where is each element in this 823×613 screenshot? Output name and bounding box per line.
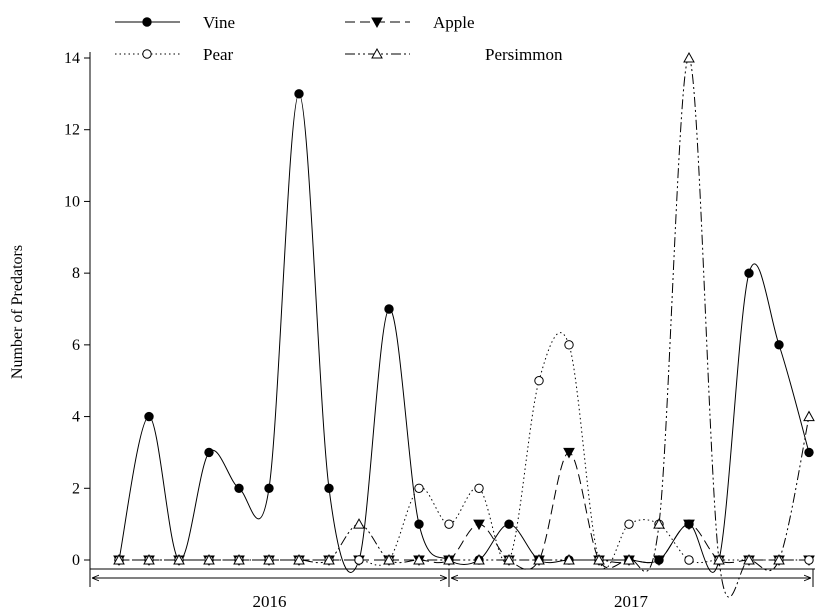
- data-point-persimmon: [323, 553, 335, 565]
- y-axis-label: Number of Predators: [9, 245, 26, 379]
- data-point-persimmon: [353, 518, 365, 529]
- data-point-pear: [804, 555, 814, 565]
- legend-marker-persimmon: [371, 47, 383, 59]
- data-point-apple: [653, 555, 665, 567]
- legend-label-apple: Apple: [433, 13, 475, 32]
- data-point-vine: [294, 89, 304, 99]
- y-tick-label: 8: [72, 265, 80, 282]
- data-point-persimmon: [383, 553, 395, 565]
- data-point-persimmon: [743, 553, 755, 565]
- legend-marker-vine: [142, 17, 152, 27]
- legend-marker-apple: [371, 17, 383, 29]
- data-point-vine: [324, 483, 334, 493]
- data-point-persimmon: [563, 553, 575, 565]
- data-point-persimmon: [233, 553, 245, 565]
- legend-label-persimmon: Persimmon: [485, 45, 563, 64]
- y-tick-label: 14: [64, 50, 80, 67]
- data-point-vine: [504, 519, 514, 529]
- data-point-persimmon: [653, 518, 665, 529]
- period-label: 2017: [614, 592, 649, 611]
- data-point-pear: [474, 483, 484, 493]
- data-point-pear: [624, 519, 634, 529]
- data-point-persimmon: [533, 553, 545, 565]
- y-tick-label: 4: [72, 409, 80, 426]
- series-line-pear: [119, 332, 809, 569]
- period-label: 2016: [253, 592, 287, 611]
- series-line-vine: [118, 93, 810, 573]
- data-point-pear: [564, 340, 574, 350]
- data-point-persimmon: [263, 553, 275, 565]
- data-point-vine: [804, 447, 814, 458]
- data-point-vine: [204, 447, 214, 458]
- data-point-pear: [534, 376, 544, 386]
- data-point-persimmon: [293, 553, 305, 565]
- plot-area: 0 2 4 6 8 10 12 14 2016 2017: [64, 50, 815, 611]
- data-point-apple: [683, 519, 695, 531]
- data-point-pear: [354, 555, 364, 565]
- legend-label-pear: Pear: [203, 45, 234, 64]
- data-point-persimmon: [503, 553, 515, 565]
- legend: Vine Apple Pear Persimmon: [115, 13, 563, 64]
- data-point-vine: [384, 304, 394, 314]
- data-point-persimmon: [773, 553, 785, 565]
- data-point-persimmon: [443, 553, 455, 565]
- data-point-vine: [144, 411, 154, 422]
- data-point-vine: [774, 340, 784, 350]
- y-tick-label: 2: [72, 480, 80, 497]
- data-point-vine: [744, 268, 754, 278]
- data-point-persimmon: [713, 553, 725, 565]
- data-point-persimmon: [473, 553, 485, 565]
- y-tick-label: 6: [72, 337, 80, 354]
- y-tick-label: 10: [64, 193, 80, 210]
- data-point-persimmon: [803, 410, 815, 422]
- data-point-persimmon: [173, 553, 185, 565]
- legend-marker-pear: [142, 49, 152, 59]
- data-point-persimmon: [593, 553, 605, 565]
- data-point-apple: [563, 447, 575, 459]
- y-tick-label: 12: [64, 122, 80, 139]
- data-point-persimmon: [413, 553, 425, 565]
- data-point-pear: [684, 555, 694, 565]
- data-point-vine: [264, 483, 274, 493]
- series-line-apple: [119, 451, 809, 570]
- data-point-apple: [473, 519, 485, 531]
- data-point-persimmon: [113, 553, 125, 565]
- y-tick-label: 0: [72, 552, 80, 569]
- data-point-persimmon: [143, 553, 155, 565]
- data-point-persimmon: [203, 553, 215, 565]
- data-point-persimmon: [623, 553, 635, 565]
- data-point-pear: [444, 519, 454, 529]
- data-point-vine: [234, 483, 244, 493]
- series-line-persimmon: [119, 57, 810, 598]
- legend-label-vine: Vine: [203, 13, 235, 32]
- data-point-pear: [414, 483, 424, 493]
- data-point-vine: [414, 519, 424, 529]
- data-point-persimmon: [683, 51, 695, 63]
